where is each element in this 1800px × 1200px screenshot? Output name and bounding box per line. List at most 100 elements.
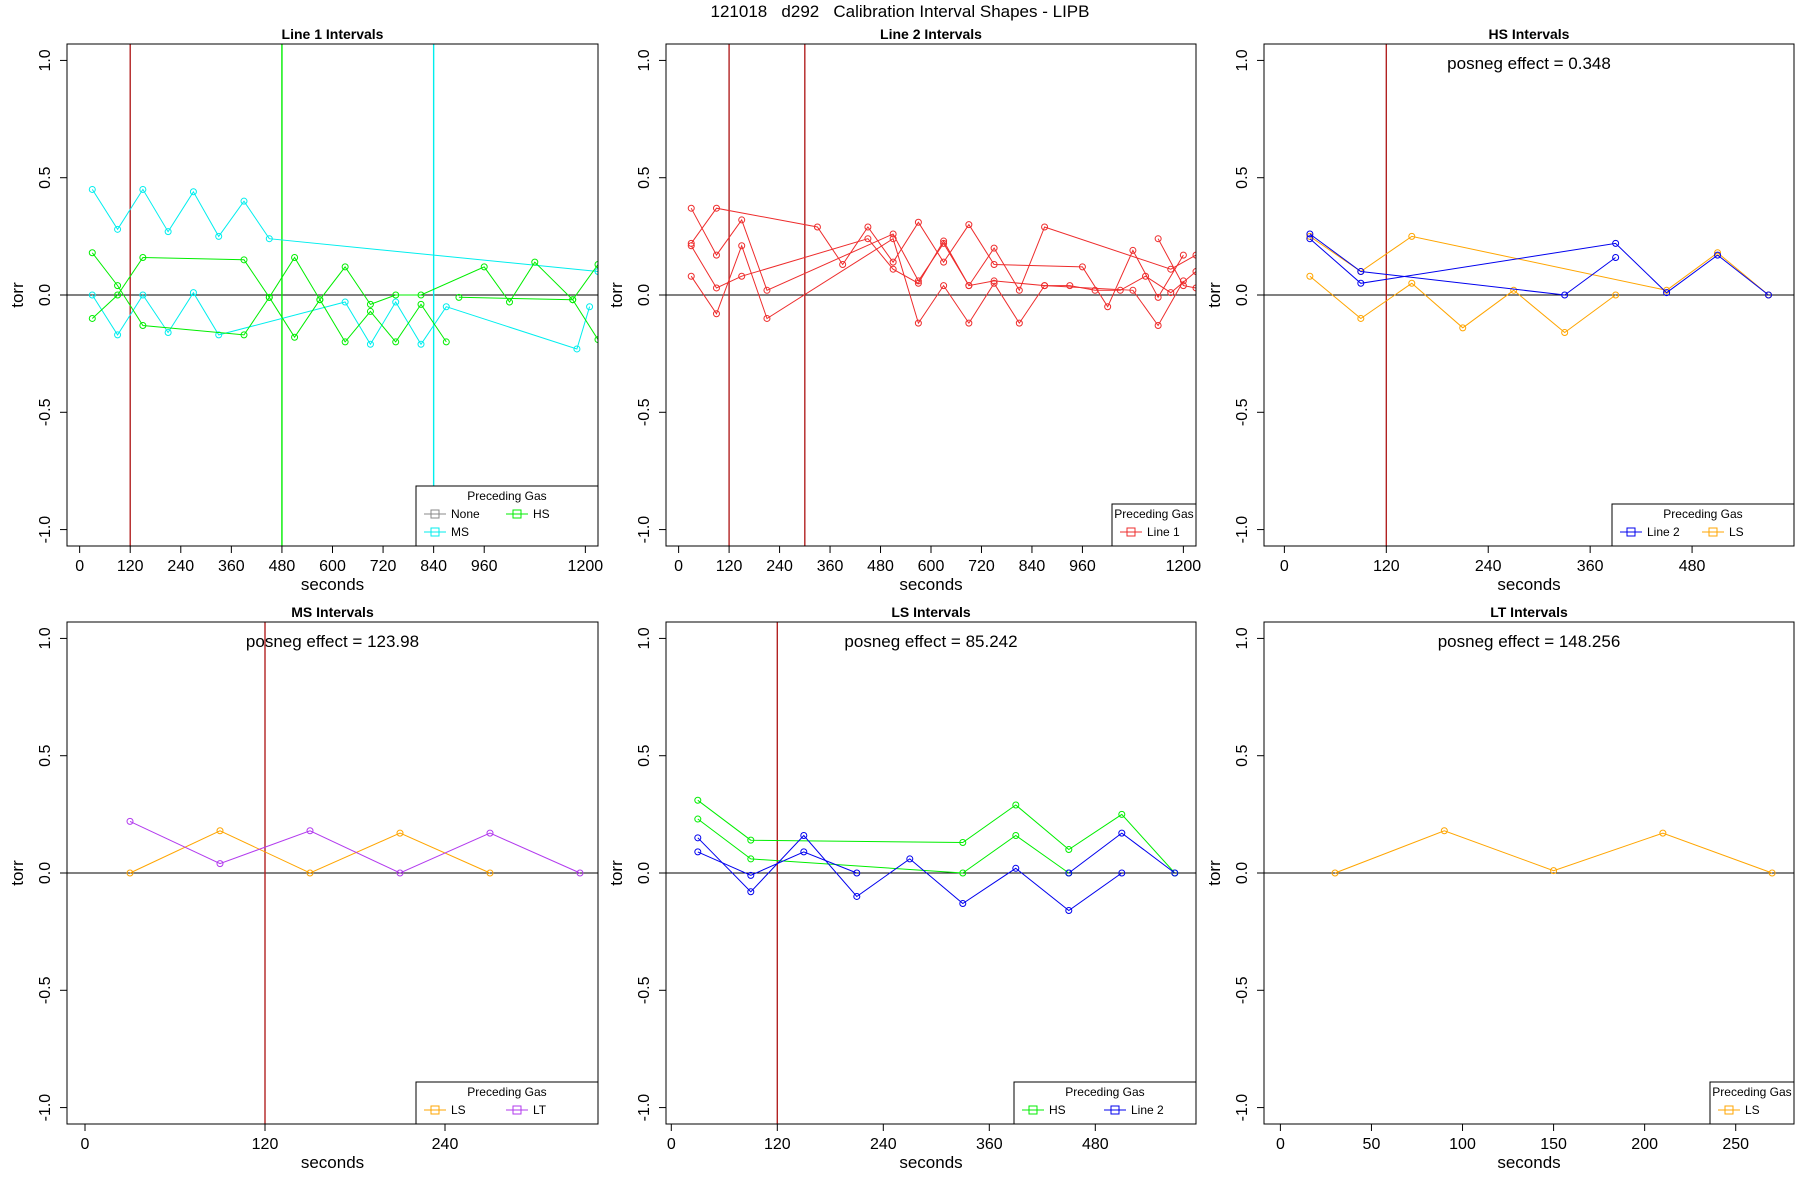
- data-point: [1012, 831, 1020, 839]
- plot-frame: [665, 621, 1197, 1125]
- data-point: [139, 185, 147, 193]
- x-tick-label: 120: [252, 1136, 279, 1153]
- data-point: [88, 291, 96, 299]
- data-point: [569, 296, 577, 304]
- x-tick-label: 240: [766, 558, 793, 575]
- x-tick-label: 480: [1082, 1136, 1109, 1153]
- legend-box: [1111, 503, 1197, 547]
- data-point: [216, 827, 224, 835]
- legend: Preceding Gas HS Line 2: [1013, 1081, 1197, 1125]
- y-axis-label: torr: [1205, 282, 1224, 308]
- series-line: [697, 851, 857, 876]
- data-point: [738, 242, 746, 250]
- x-tick-label: 0: [1276, 1136, 1285, 1153]
- data-point: [417, 300, 425, 308]
- legend-title: Preceding Gas: [1663, 507, 1742, 521]
- data-point: [164, 329, 172, 337]
- legend-marker: [430, 509, 440, 519]
- data-point: [914, 218, 922, 226]
- legend-marker: [1724, 1105, 1734, 1115]
- plot-area: [1264, 44, 1794, 546]
- data-point: [594, 336, 598, 344]
- data-point: [1561, 291, 1569, 299]
- plot-area: [67, 44, 598, 546]
- data-point: [1015, 286, 1023, 294]
- y-tick-label: -0.5: [1234, 398, 1251, 426]
- y-axis-label: torr: [607, 282, 626, 308]
- y-tick-label: -0.5: [636, 398, 653, 426]
- data-point: [1167, 265, 1175, 273]
- data-point: [1179, 251, 1187, 259]
- data-point: [1306, 272, 1314, 280]
- data-point: [712, 284, 720, 292]
- data-point: [1116, 286, 1124, 294]
- data-point: [839, 261, 847, 269]
- legend-entry: Line 2: [1131, 1103, 1164, 1117]
- data-point: [1510, 286, 1518, 294]
- plot-frame: [1263, 43, 1795, 547]
- legend: Preceding Gas Line 1: [1111, 503, 1197, 547]
- data-point: [738, 272, 746, 280]
- data-point: [1171, 869, 1179, 877]
- data-point: [914, 319, 922, 327]
- plot-area: [666, 44, 1196, 546]
- x-tick-label: 0: [1280, 558, 1289, 575]
- data-point: [1041, 282, 1049, 290]
- data-point: [1659, 829, 1667, 837]
- y-tick-label: 1.0: [1234, 627, 1251, 649]
- data-point: [366, 300, 374, 308]
- series-line: [1334, 830, 1773, 874]
- chart-6: LT Intervals -1.0 -0.5 0.0 0.5 1.0 0 50 100 150 20…: [1205, 604, 1795, 1172]
- plot-area: [1264, 827, 1794, 877]
- data-point: [306, 869, 314, 877]
- data-point: [889, 258, 897, 266]
- data-point: [687, 204, 695, 212]
- series-line: [1068, 832, 1176, 874]
- data-point: [1459, 324, 1467, 332]
- data-point: [1129, 246, 1137, 254]
- data-point: [940, 258, 948, 266]
- data-point: [800, 831, 808, 839]
- data-point: [1714, 249, 1722, 257]
- data-point: [1041, 223, 1049, 231]
- data-point: [486, 829, 494, 837]
- data-point: [341, 263, 349, 271]
- legend-marker: [1028, 1105, 1038, 1115]
- data-point: [1561, 329, 1569, 337]
- y-tick-label: 0.5: [37, 166, 54, 188]
- data-point: [853, 869, 861, 877]
- data-point: [216, 860, 224, 868]
- y-tick-label: 0.0: [636, 862, 653, 884]
- series-line: [91, 188, 598, 272]
- x-tick-label: 150: [1540, 1136, 1567, 1153]
- data-point: [265, 235, 273, 243]
- legend-entry: LS: [1729, 525, 1744, 539]
- data-point: [341, 298, 349, 306]
- y-tick-label: 0.5: [37, 744, 54, 766]
- y-tick-label: 1.0: [1234, 49, 1251, 71]
- data-point: [240, 197, 248, 205]
- data-point: [531, 258, 539, 266]
- data-point: [889, 230, 897, 238]
- data-point: [88, 314, 96, 322]
- x-tick-label: 100: [1449, 1136, 1476, 1153]
- y-tick-label: 0.5: [1234, 744, 1251, 766]
- y-tick-label: -0.5: [636, 976, 653, 1004]
- data-point: [747, 855, 755, 863]
- data-point: [480, 263, 488, 271]
- data-point: [1357, 268, 1365, 276]
- x-axis-label: seconds: [899, 575, 962, 594]
- legend-marker: [1708, 527, 1718, 537]
- data-point: [573, 345, 581, 353]
- data-point: [738, 216, 746, 224]
- legend-marker: [1126, 527, 1136, 537]
- data-point: [1306, 235, 1314, 243]
- x-axis-label: seconds: [301, 1153, 364, 1172]
- legend: Preceding Gas Line 2 LS: [1611, 503, 1795, 547]
- x-tick-label: 960: [471, 558, 498, 575]
- x-tick-label: 1200: [1166, 558, 1202, 575]
- x-tick-label: 240: [870, 1136, 897, 1153]
- x-tick-label: 50: [1363, 1136, 1381, 1153]
- data-point: [291, 253, 299, 261]
